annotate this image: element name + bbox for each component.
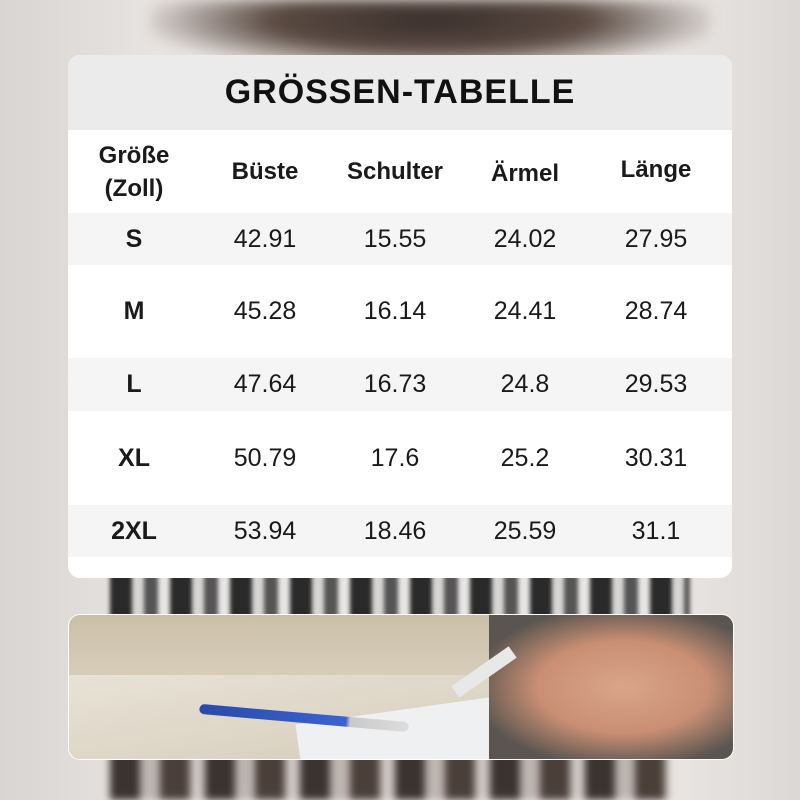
measurement-cell: 27.95 [624,224,688,253]
measurement-cell: 53.94 [233,516,297,545]
measurement-cell: 24.41 [493,297,557,325]
size-label: 2XL [111,516,157,545]
header-size-line2: (Zoll) [104,174,164,202]
measurement-cell: 16.14 [363,297,427,325]
measurement-cell: 29.53 [624,370,688,398]
measurement-cell: 42.91 [233,224,297,253]
measurement-cell: 18.46 [363,516,427,545]
measurement-cell: 24.02 [493,224,557,253]
size-label: S [125,224,143,253]
header-shoulder: Schulter [346,158,444,185]
header-row: Größe (Zoll) Büste Schulter Ärmel Länge [68,130,732,213]
measurement-cell: 15.55 [363,224,427,253]
header-size: Größe (Zoll) [68,139,200,205]
measurement-cell: 50.79 [233,443,297,472]
table-row: S 42.91 15.55 24.02 27.95 [68,213,732,265]
measurement-cell: 24.8 [500,370,550,398]
size-chart-card: GRÖSSEN-TABELLE Größe (Zoll) Büste Schul… [68,55,732,578]
chart-title: GRÖSSEN-TABELLE [68,55,732,130]
size-label: XL [118,443,150,472]
photo-hands [489,615,733,759]
measurement-cell: 16.73 [363,370,427,398]
table-row: M 45.28 16.14 24.41 28.74 [68,265,732,358]
measurement-cell: 47.64 [233,370,297,398]
table-row: L 47.64 16.73 24.8 29.53 [68,358,732,411]
measurement-cell: 30.31 [624,443,688,472]
header-length: Länge [620,156,692,183]
measurement-cell: 25.59 [493,516,557,545]
header-sleeve: Ärmel [490,160,560,187]
measurement-cell: 28.74 [624,297,688,325]
size-label: M [123,297,145,325]
measurement-cell: 45.28 [233,297,297,325]
size-label: L [126,370,142,398]
table-row: XL 50.79 17.6 25.2 30.31 [68,411,732,505]
measurement-cell: 25.2 [500,443,550,472]
header-size-line1: Größe [98,141,170,169]
measurement-cell: 17.6 [370,443,420,472]
table-row: 2XL 53.94 18.46 25.59 31.1 [68,505,732,557]
tailoring-photo [68,614,734,760]
measurement-cell: 31.1 [631,516,681,545]
header-bust: Büste [231,158,299,185]
